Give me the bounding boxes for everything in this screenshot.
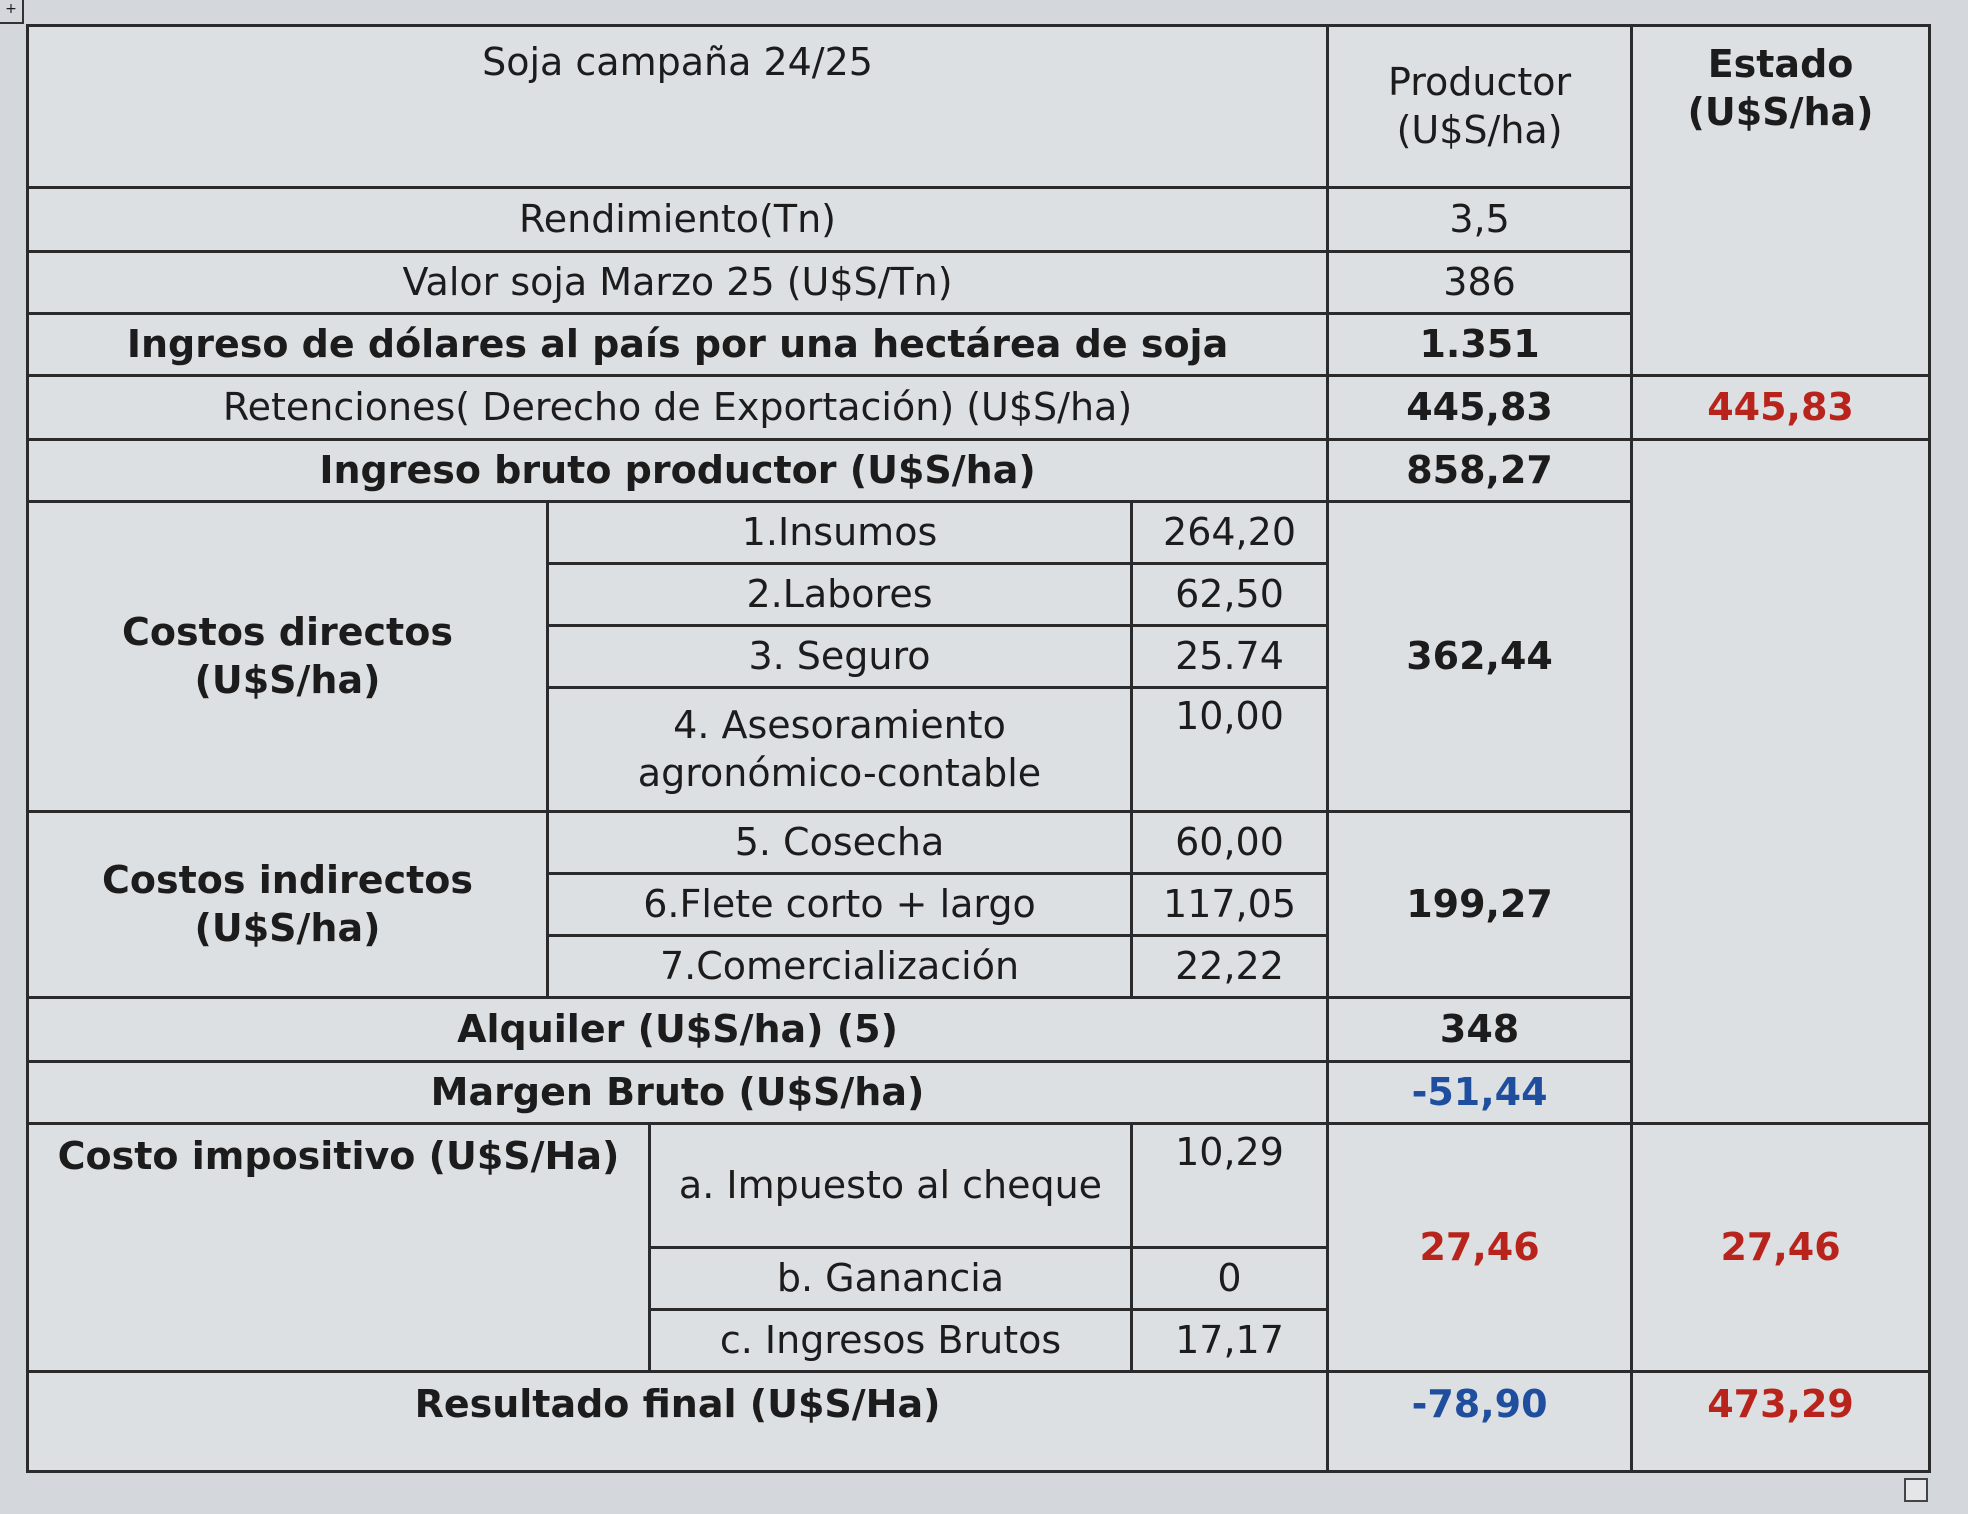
rendimiento-value: 3,5: [1326, 186, 1634, 253]
header-estado: Estado (U$S/ha): [1630, 24, 1932, 377]
retenciones-label: Retenciones( Derecho de Exportación) (U$…: [25, 374, 1330, 441]
ci-item-value: 60,00: [1129, 810, 1330, 875]
costos-indirectos-total: 199,27: [1326, 810, 1634, 999]
costos-directos-total: 362,44: [1326, 500, 1634, 813]
ci-item-value: 22,22: [1129, 934, 1330, 999]
cd-item-label: 1.Insumos: [546, 500, 1133, 565]
cd-item-label: 4. Asesoramiento agronómico-contable: [546, 686, 1133, 813]
header-productor: Productor (U$S/ha): [1326, 24, 1634, 189]
ingreso-dolares-label: Ingreso de dólares al país por una hectá…: [25, 312, 1330, 377]
cd-item-label: 3. Seguro: [546, 624, 1133, 689]
resultado-productor: -78,90: [1326, 1370, 1634, 1473]
ci-item-value: 117,05: [1129, 872, 1330, 937]
ci-tax-item-value: 17,17: [1129, 1308, 1330, 1373]
margen-bruto-value: -51,44: [1326, 1060, 1634, 1125]
ci-tax-item-value: 10,29: [1129, 1122, 1330, 1249]
alquiler-value: 348: [1326, 996, 1634, 1063]
alquiler-label: Alquiler (U$S/ha) (5): [25, 996, 1330, 1063]
ci-tax-item-label: c. Ingresos Brutos: [648, 1308, 1133, 1373]
soja-cost-table: Soja campaña 24/25 Productor (U$S/ha) Es…: [25, 24, 1932, 1473]
ci-item-label: 5. Cosecha: [546, 810, 1133, 875]
ingreso-bruto-value: 858,27: [1326, 438, 1634, 503]
table-resize-handle-icon[interactable]: [1904, 1478, 1928, 1502]
ingreso-bruto-label: Ingreso bruto productor (U$S/ha): [25, 438, 1330, 503]
table-move-handle-icon[interactable]: +: [0, 0, 24, 24]
ingreso-dolares-value: 1.351: [1326, 312, 1634, 377]
ci-item-label: 7.Comercialización: [546, 934, 1133, 999]
ci-tax-item-value: 0: [1129, 1246, 1330, 1311]
ci-item-label: 6.Flete corto + largo: [546, 872, 1133, 937]
cd-item-label: 2.Labores: [546, 562, 1133, 627]
costo-impositivo-label: Costo impositivo (U$S/Ha): [26, 1122, 651, 1373]
resultado-label: Resultado final (U$S/Ha): [25, 1370, 1330, 1473]
cd-item-value: 62,50: [1129, 562, 1330, 627]
costo-impositivo-estado: 27,46: [1630, 1122, 1932, 1373]
valor-soja-label: Valor soja Marzo 25 (U$S/Tn): [25, 250, 1330, 315]
ci-tax-item-label: b. Ganancia: [648, 1246, 1133, 1311]
costos-directos-label: Costos directos (U$S/ha): [26, 500, 549, 813]
estado-empty-block: [1630, 438, 1932, 1125]
margen-bruto-label: Margen Bruto (U$S/ha): [25, 1060, 1330, 1125]
rendimiento-label: Rendimiento(Tn): [25, 186, 1330, 253]
cd-item-value: 10,00: [1129, 686, 1330, 813]
retenciones-productor: 445,83: [1326, 374, 1634, 441]
resultado-estado: 473,29: [1630, 1370, 1932, 1473]
valor-soja-value: 386: [1326, 250, 1634, 315]
cd-item-value: 264,20: [1129, 500, 1330, 565]
cd-item-value: 25.74: [1129, 624, 1330, 689]
costos-indirectos-label: Costos indirectos (U$S/ha): [26, 810, 549, 999]
retenciones-estado: 445,83: [1630, 374, 1932, 441]
table-title: Soja campaña 24/25: [25, 24, 1330, 189]
costo-impositivo-productor: 27,46: [1326, 1122, 1634, 1373]
ci-tax-item-label: a. Impuesto al cheque: [648, 1122, 1133, 1249]
